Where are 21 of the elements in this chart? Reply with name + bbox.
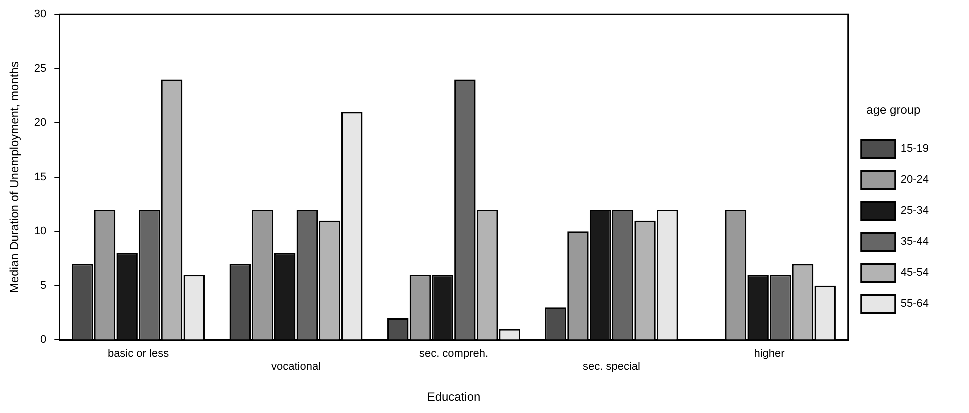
y-tick-label: 10 [34,226,47,238]
x-tick-label: vocational [271,361,322,374]
x-tick-label: sec. special [583,361,640,374]
x-tick-label: higher [754,348,786,360]
legend-label: 20-24 [900,174,930,186]
y-axis-title: Median Duration of Unemployment, months [8,62,22,294]
legend-title: age group [866,103,922,118]
legend-label: 35-44 [900,236,930,248]
y-tick-label: 25 [34,62,47,75]
y-tick-label: 15 [34,171,47,184]
legend-label: 15-19 [900,143,930,156]
y-tick-label: 30 [34,8,47,21]
y-tick-label: 5 [40,280,47,292]
x-tick-label: sec. compreh. [419,348,489,360]
x-tick-label: basic or less [108,348,170,360]
y-tick-label: 20 [34,117,47,130]
legend-label: 45-54 [900,267,930,280]
x-axis-title: Education [427,390,481,404]
legend-label: 25-34 [900,205,930,218]
legend-label: 55-64 [900,298,930,310]
y-tick-label: 0 [40,334,47,346]
